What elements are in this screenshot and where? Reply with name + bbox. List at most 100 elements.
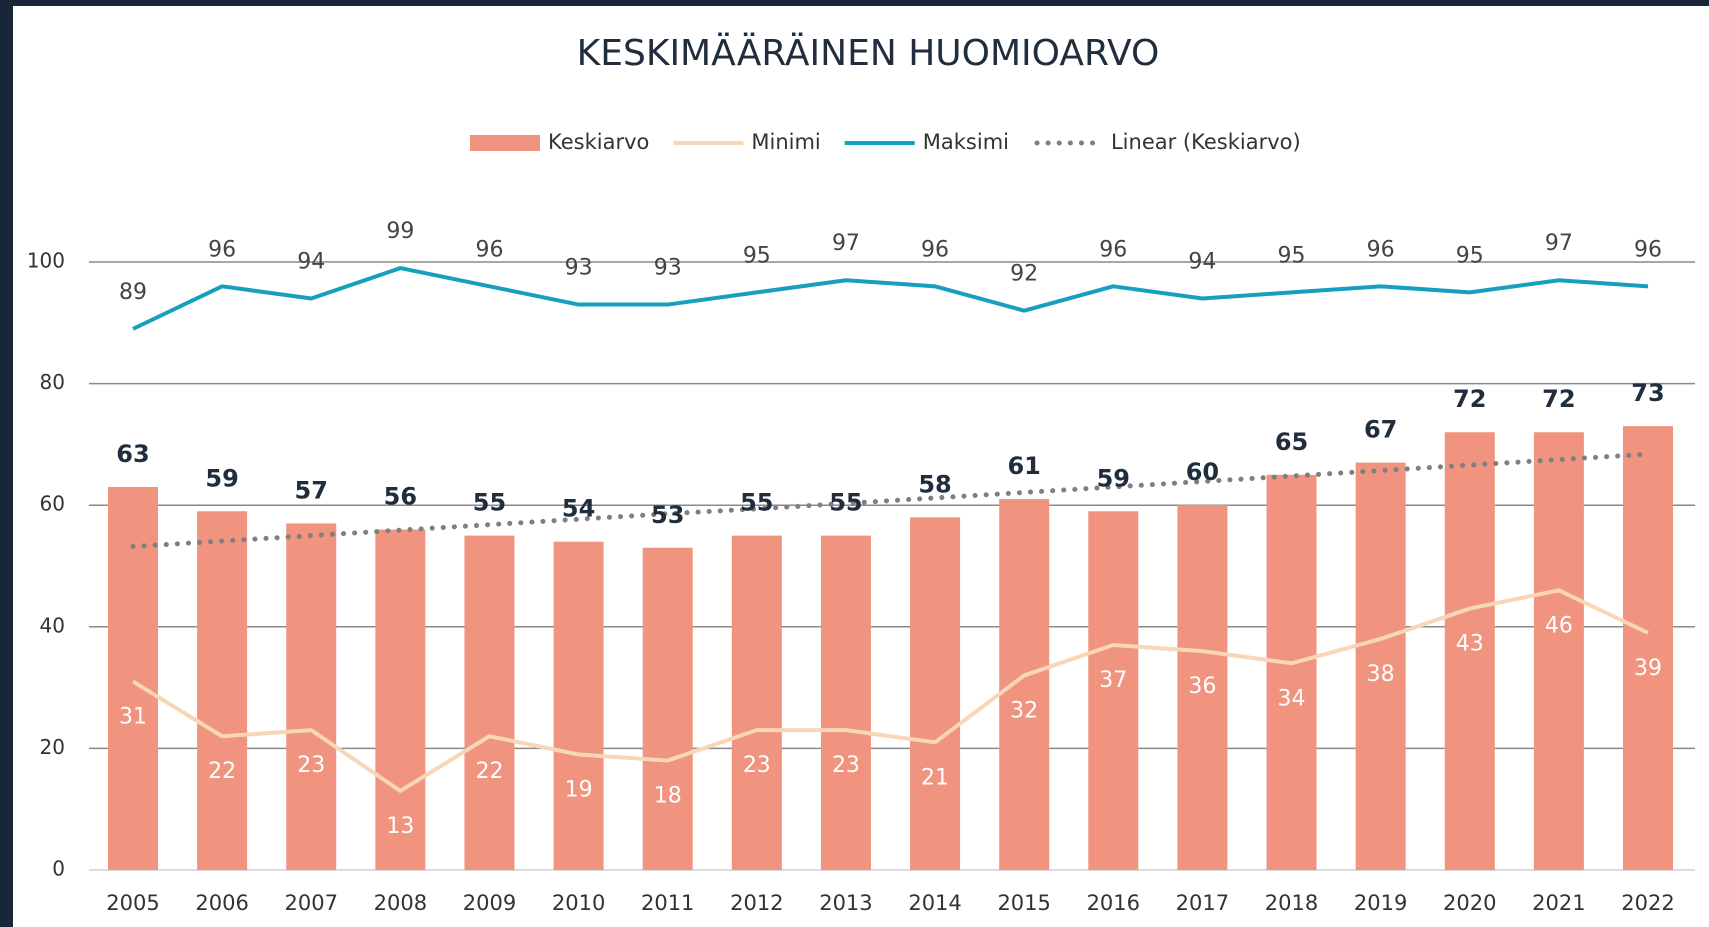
data-label: 67 [1364, 416, 1397, 444]
x-tick-label: 2005 [106, 891, 159, 915]
x-tick-label: 2016 [1087, 891, 1140, 915]
bar [731, 535, 782, 870]
data-label: 60 [1186, 458, 1219, 486]
data-label: 61 [1007, 452, 1040, 480]
bar [999, 499, 1050, 870]
data-label: 57 [295, 476, 328, 504]
data-label: 93 [565, 256, 593, 281]
x-tick-label: 2019 [1354, 891, 1407, 915]
legend-label: Maksimi [923, 130, 1009, 154]
y-tick-label: 20 [40, 735, 65, 759]
data-label: 65 [1275, 428, 1308, 456]
bar [553, 541, 604, 870]
x-tick-label: 2020 [1443, 891, 1496, 915]
x-tick-label: 2022 [1621, 891, 1674, 915]
data-label: 95 [1456, 243, 1484, 268]
line [131, 588, 1649, 793]
bar [1355, 462, 1406, 870]
bar [1177, 505, 1228, 870]
data-label: 37 [1099, 668, 1127, 693]
x-tick-label: 2007 [285, 891, 338, 915]
data-label: 97 [832, 231, 860, 256]
bar [197, 511, 248, 870]
bar [286, 523, 337, 870]
x-tick-label: 2014 [908, 891, 961, 915]
bar [1444, 432, 1495, 870]
data-label: 58 [918, 470, 951, 498]
chart-title: KESKIMÄÄRÄINEN HUOMIOARVO [577, 32, 1160, 74]
data-label: 55 [740, 489, 773, 517]
data-label: 94 [1188, 249, 1216, 274]
data-label: 36 [1188, 674, 1216, 699]
legend-label: Minimi [751, 130, 820, 154]
legend-label: Keskiarvo [548, 130, 649, 154]
data-label: 96 [208, 237, 236, 262]
bar [108, 486, 158, 870]
line [132, 266, 1649, 331]
data-label: 34 [1278, 686, 1306, 711]
data-label: 95 [1278, 243, 1306, 268]
data-label: 23 [743, 753, 771, 778]
data-label: 13 [386, 814, 414, 839]
data-label: 96 [1099, 237, 1127, 262]
x-tick-label: 2018 [1265, 891, 1318, 915]
y-tick-label: 40 [40, 613, 65, 637]
x-tick-label: 2015 [997, 891, 1050, 915]
y-tick-label: 100 [27, 249, 65, 273]
data-label: 54 [562, 495, 595, 523]
data-label: 95 [743, 243, 771, 268]
data-label: 96 [475, 237, 503, 262]
y-tick-label: 0 [52, 857, 65, 881]
x-tick-label: 2017 [1176, 891, 1229, 915]
data-label: 23 [297, 753, 325, 778]
data-label: 97 [1545, 231, 1573, 256]
data-label: 55 [473, 489, 506, 517]
data-label: 99 [386, 219, 414, 244]
data-label: 73 [1631, 379, 1664, 407]
x-tick-label: 2021 [1532, 891, 1585, 915]
data-label: 92 [1010, 262, 1038, 287]
y-tick-label: 80 [40, 370, 65, 394]
x-tick-label: 2008 [374, 891, 427, 915]
data-label: 23 [832, 753, 860, 778]
data-label: 63 [116, 440, 149, 468]
data-label: 19 [565, 777, 593, 802]
data-label: 32 [1010, 698, 1038, 723]
data-label: 72 [1542, 385, 1575, 413]
bar [910, 517, 961, 870]
x-tick-label: 2013 [819, 891, 872, 915]
data-label: 43 [1456, 632, 1484, 657]
data-label: 46 [1545, 613, 1573, 638]
data-label: 59 [1097, 464, 1130, 492]
data-label: 53 [651, 501, 684, 529]
line [130, 451, 1651, 550]
bar [1533, 432, 1584, 870]
data-label: 56 [384, 483, 417, 511]
bar [820, 535, 871, 870]
x-tick-label: 2010 [552, 891, 605, 915]
bar [464, 535, 515, 870]
data-label: 39 [1634, 656, 1662, 681]
data-label: 38 [1367, 662, 1395, 687]
x-tick-label: 2011 [641, 891, 694, 915]
bar [642, 547, 693, 870]
data-label: 59 [205, 464, 238, 492]
data-label: 21 [921, 765, 949, 790]
data-label: 18 [654, 784, 682, 809]
data-label: 72 [1453, 385, 1486, 413]
legend-label: Linear (Keskiarvo) [1111, 130, 1301, 154]
data-label: 96 [1634, 237, 1662, 262]
bar [1266, 474, 1317, 870]
data-label: 96 [1367, 237, 1395, 262]
x-tick-label: 2009 [463, 891, 516, 915]
bar [1623, 426, 1673, 870]
x-tick-label: 2006 [195, 891, 248, 915]
data-label: 89 [119, 280, 147, 305]
legend-swatch [470, 135, 540, 151]
bar [1088, 511, 1139, 870]
data-label: 22 [208, 759, 236, 784]
data-label: 94 [297, 249, 325, 274]
data-label: 55 [829, 489, 862, 517]
data-label: 96 [921, 237, 949, 262]
